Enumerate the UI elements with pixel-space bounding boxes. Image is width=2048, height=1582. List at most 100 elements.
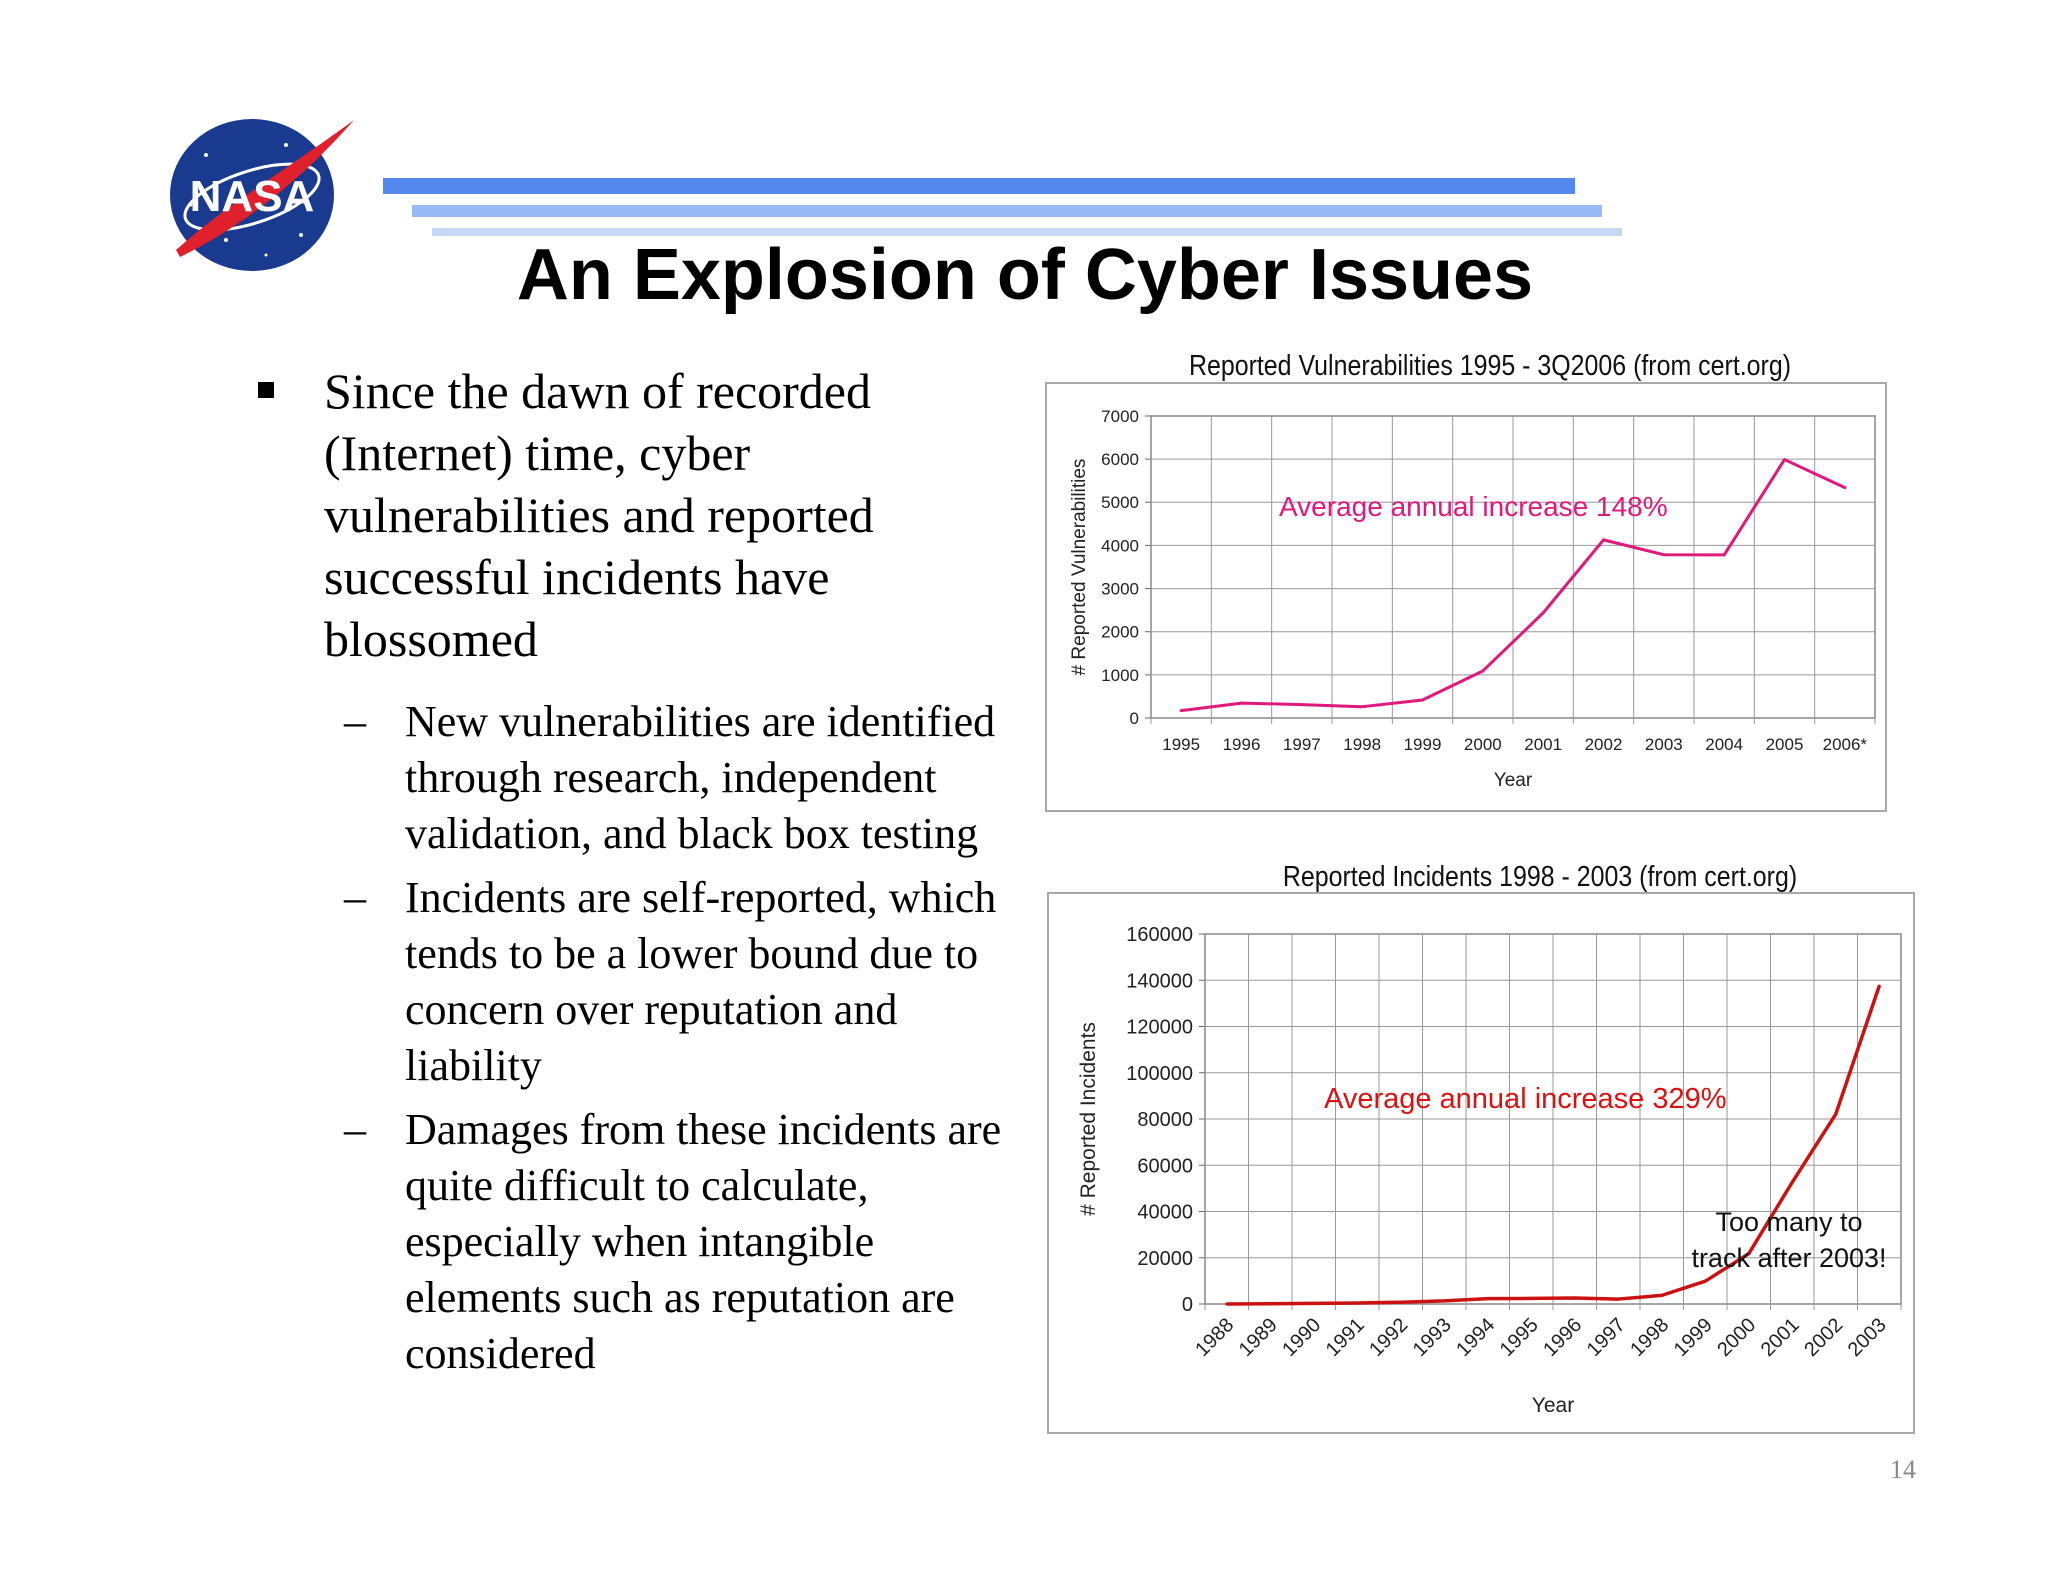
data-point (1442, 1299, 1446, 1303)
y-tick-label: 0 (1130, 709, 1139, 728)
data-point (1662, 553, 1666, 557)
y-tick-label: 5000 (1101, 493, 1139, 512)
y-tick-label: 2000 (1101, 623, 1139, 642)
y-tick-label: 1000 (1101, 666, 1139, 685)
chart1-title: Reported Vulnerabilities 1995 - 3Q2006 (… (1188, 350, 1792, 382)
nasa-logo-icon: NASA (170, 119, 354, 271)
data-point (1843, 486, 1847, 490)
data-point (1399, 1300, 1403, 1304)
x-tick-label: 2003 (1645, 735, 1683, 754)
y-tick-label: 6000 (1101, 450, 1139, 469)
y-tick-label: 20000 (1137, 1248, 1193, 1270)
x-tick-label: 1991 (1322, 1314, 1369, 1361)
header-bar-2 (412, 205, 1602, 217)
header-bar-1 (383, 178, 1575, 194)
data-point (1486, 1297, 1490, 1301)
y-tick-label: 80000 (1137, 1109, 1193, 1131)
x-tick-label: 1995 (1162, 735, 1200, 754)
data-point (1225, 1302, 1229, 1306)
x-tick-label: 1993 (1409, 1314, 1456, 1361)
square-bullet-icon (258, 382, 274, 398)
x-tick-label: 1998 (1343, 735, 1381, 754)
y-tick-label: 0 (1182, 1294, 1193, 1316)
main-bullet-text: Since the dawn of recorded (Internet) ti… (324, 363, 874, 667)
logo-text: NASA (190, 172, 315, 221)
chart1: 0 1000 2000 3000 4000 5000 6000 7000 1995 1996 199… (1069, 407, 1876, 791)
x-tick-label: 1994 (1452, 1314, 1499, 1361)
sub-bullet-text: Incidents are self-reported, which tends… (405, 873, 997, 1090)
sub-bullet-text: New vulnerabilities are identified throu… (405, 697, 996, 858)
data-point (1722, 553, 1726, 557)
x-tick-label: 2000 (1713, 1314, 1760, 1361)
data-point (1790, 1180, 1794, 1184)
chart2-annotation: Average annual increase 329% (1324, 1083, 1727, 1115)
x-axis-label: Year (1494, 770, 1533, 791)
x-tick-label: 2002 (1585, 735, 1623, 754)
data-point (1268, 1302, 1272, 1306)
x-axis-label: Year (1532, 1394, 1574, 1417)
chart1-annotation: Average annual increase 148% (1279, 491, 1668, 522)
series-line (1180, 458, 1846, 713)
data-point (1834, 1112, 1838, 1116)
data-point (1877, 984, 1881, 988)
y-tick-label: 7000 (1101, 407, 1139, 426)
chart2-frame: 0 20000 40000 60000 80000 100000 120000 140000 1… (1047, 892, 1915, 1434)
y-axis-label: # Reported Vulnerabilities (1069, 459, 1090, 676)
page-number: 14 (1890, 1455, 1916, 1484)
x-tick-label: 2000 (1464, 735, 1502, 754)
x-tick-label: 1997 (1583, 1314, 1630, 1361)
y-tick-label: 120000 (1126, 1017, 1193, 1039)
x-tick-label: 1999 (1404, 735, 1442, 754)
x-tick-label: 1996 (1223, 735, 1261, 754)
page-title: An Explosion of Cyber Issues (516, 235, 1534, 315)
data-point (1360, 705, 1364, 709)
x-tick-label: 1990 (1278, 1314, 1325, 1361)
data-point (1481, 669, 1485, 673)
bullet-list: Since the dawn of recorded (Internet) ti… (250, 360, 1010, 1382)
chart2-note: track after 2003! (1691, 1243, 1886, 1273)
y-tick-label: 4000 (1101, 536, 1139, 555)
x-tick-label: 2004 (1705, 735, 1743, 754)
data-point (1660, 1293, 1664, 1297)
y-tick-label: 140000 (1126, 970, 1193, 992)
data-point (1240, 701, 1243, 705)
chart2-note: Too many to (1715, 1207, 1862, 1237)
header-bar-3 (432, 228, 1622, 236)
data-point (1573, 1296, 1577, 1300)
x-tick-label: 1992 (1365, 1314, 1412, 1361)
y-tick-label: 60000 (1137, 1155, 1193, 1177)
data-point (1300, 703, 1304, 707)
chart1-frame: 0 1000 2000 3000 4000 5000 6000 7000 1995 1996 199… (1045, 382, 1887, 812)
main-bullet: Since the dawn of recorded (Internet) ti… (250, 360, 1010, 670)
dash-icon: – (344, 873, 366, 922)
sub-bullet: – Incidents are self-reported, which ten… (250, 870, 1010, 1094)
x-tick-label: 1999 (1670, 1314, 1717, 1361)
x-tick-label: 1989 (1235, 1314, 1282, 1361)
series-line (1226, 985, 1881, 1306)
y-axis-label: # Reported Incidents (1077, 1022, 1100, 1216)
dash-icon: – (344, 1105, 366, 1154)
y-tick-label: 40000 (1137, 1202, 1193, 1224)
sub-bullet: – Damages from these incidents are quite… (250, 1102, 1010, 1382)
data-point (1179, 709, 1183, 713)
x-tick-label: 2003 (1844, 1314, 1891, 1361)
y-tick-label: 100000 (1126, 1063, 1193, 1085)
dash-icon: – (344, 697, 366, 746)
data-point (1602, 538, 1605, 542)
data-point (1616, 1297, 1620, 1301)
x-tick-label: 2001 (1757, 1314, 1804, 1361)
x-tick-label: 1997 (1283, 735, 1321, 754)
data-point (1747, 1252, 1751, 1256)
x-tick-label: 1996 (1539, 1314, 1586, 1361)
data-point (1355, 1301, 1359, 1305)
x-tick-label: 2002 (1800, 1314, 1847, 1361)
y-tick-label: 160000 (1126, 924, 1193, 946)
x-tick-label: 2006* (1823, 735, 1868, 754)
data-point (1783, 458, 1786, 462)
x-tick-label: 1988 (1191, 1314, 1238, 1361)
sub-bullet: – New vulnerabilities are identified thr… (250, 694, 1010, 862)
chart2-title: Reported Incidents 1998 - 2003 (from cer… (1282, 861, 1798, 893)
data-point (1312, 1301, 1316, 1305)
data-point (1529, 1296, 1533, 1300)
x-tick-label: 1995 (1496, 1314, 1543, 1361)
